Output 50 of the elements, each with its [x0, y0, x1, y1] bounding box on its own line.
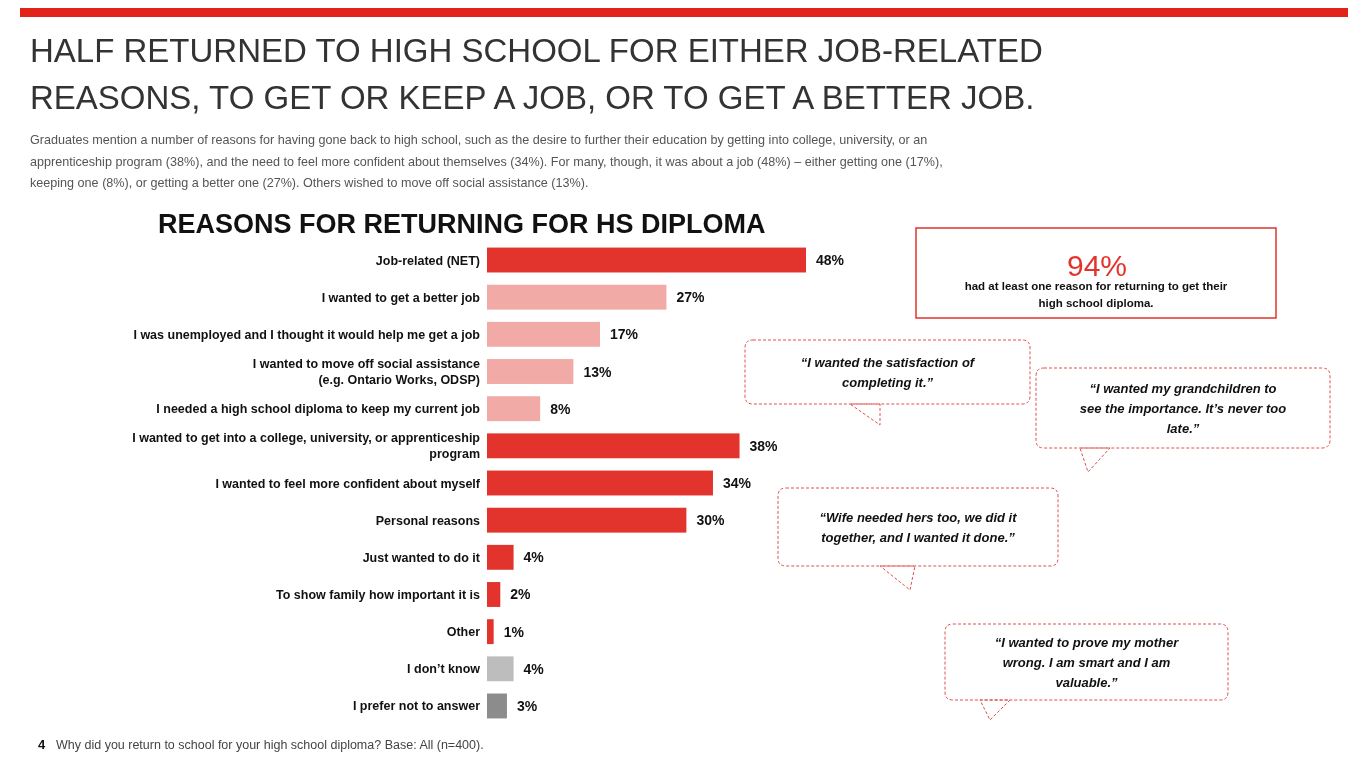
y-tick-label: Personal reasons	[375, 513, 481, 528]
data-label: 4%	[523, 660, 545, 677]
y-tick-label: I prefer not to answer	[352, 699, 481, 714]
data-label: 8%	[550, 400, 571, 417]
bar	[487, 247, 806, 273]
bar	[487, 470, 713, 496]
data-label: 3%	[516, 697, 538, 714]
text: had at least one reason for returning to get their high school diploma.	[964, 280, 1228, 309]
data-label: 13%	[583, 363, 612, 380]
y-tick-label: I needed a high school diploma to keep my current job	[156, 402, 481, 417]
bar	[487, 656, 514, 682]
bar	[487, 396, 541, 422]
bar	[487, 359, 574, 384]
bar	[487, 693, 507, 719]
text: “I wanted my grandchildren to see the importance. It’s never too late.”	[1079, 381, 1287, 436]
y-tick-label: I was unemployed and I thought it would help me get a job	[133, 327, 481, 342]
y-tick-label: Other	[446, 625, 481, 640]
text: REASONS FOR RETURNING FOR HS DIPLOMA	[158, 209, 766, 239]
data-label: 4%	[523, 549, 545, 566]
y-tick-label: I wanted to feel more confident about myself	[215, 476, 481, 491]
annotation: “I wanted the satisfaction of completing it.”	[800, 355, 976, 390]
bar	[487, 619, 494, 645]
text: “I wanted to prove my mother wrong. I am smart and I am valuable.”	[994, 635, 1180, 690]
text: “Wife needed hers too, we did it together, and I wanted it done.”	[819, 510, 1018, 545]
chart-title: HALF RETURNED TO HIGH SCHOOL FOR EITHER JOB-RELATED REASONS, TO GET OR KEEP A JOB, OR TO GET A BETTER JOB.	[30, 32, 1043, 116]
y-tick-label: Job-related (NET)	[375, 253, 480, 268]
data-label: 34%	[722, 475, 752, 491]
bar	[487, 284, 667, 310]
text: 94%	[1066, 249, 1128, 282]
data-label: 30%	[696, 512, 725, 529]
bar	[487, 544, 514, 570]
data-label: 1%	[503, 623, 525, 640]
y-tick-label: Just wanted to do it	[362, 550, 481, 565]
data-label: 38%	[749, 437, 779, 454]
data-label: 17%	[609, 326, 639, 343]
y-tick-label: I wanted to move off social assistance (e.g. Ontario Works, ODSP)	[252, 357, 481, 388]
data-label: 2%	[510, 586, 532, 603]
text: 4	[38, 737, 46, 752]
y-tick-label: I wanted to get a better job	[321, 290, 481, 305]
chart-subtitle: Graduates mention a number of reasons for having gone back to high school, such as the desire to further their education by getting into college, university, or an apprenticeship program (38%), and the need to feel more confident about themselves (34%). For many, though, it was about a job (48%) – either getting one (17%), keeping one (8%), or getting a better one (27%). Others wished to move off social assistance (13%).	[30, 133, 943, 190]
bar	[487, 321, 600, 347]
data-label: 27%	[676, 289, 706, 306]
text: Why did you return to school for your high school diploma? Base: All (n=400).	[56, 738, 484, 752]
bar	[487, 433, 740, 459]
y-tick-label: I wanted to get into a college, university, or apprenticeship program	[132, 431, 481, 462]
y-tick-label: To show family how important it is	[276, 587, 481, 602]
y-tick-label: I don’t know	[407, 662, 481, 677]
bar	[487, 507, 687, 533]
data-label: 48%	[816, 252, 845, 269]
bar	[487, 582, 501, 607]
